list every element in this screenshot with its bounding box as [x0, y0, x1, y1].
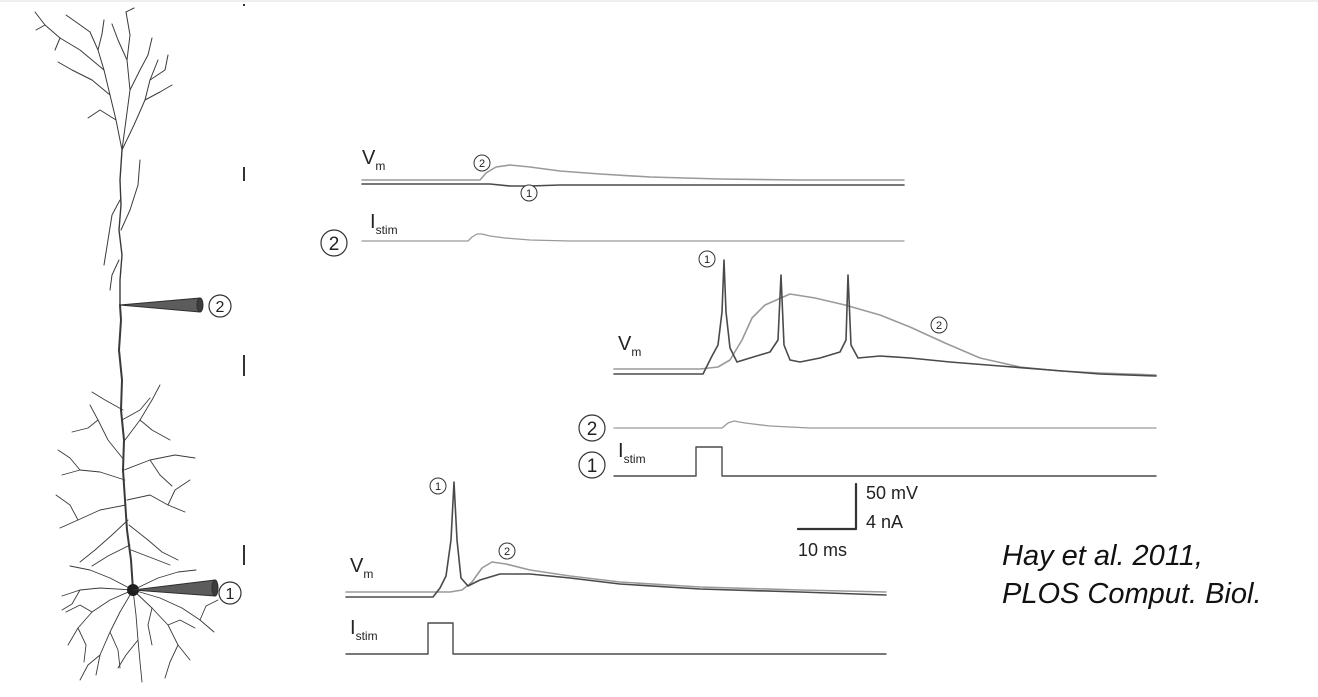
top-stim-marker-ring — [320, 229, 348, 257]
electrode-2-marker: 2 — [216, 299, 225, 316]
citation: Hay et al. 2011, PLOS Comput. Biol. — [1002, 537, 1262, 613]
middle-stim-marker-1-ring — [578, 451, 606, 479]
bottom-marker-2-ring — [498, 542, 516, 560]
top-istim-label: Istim — [370, 211, 398, 237]
top-stim-marker: 2 — [329, 234, 340, 255]
scale-current-label: 4 nA — [866, 512, 903, 532]
bottom-vm-trace-2 — [345, 561, 887, 593]
top-vm-trace-1 — [361, 183, 905, 187]
middle-stim-marker-1: 1 — [587, 456, 598, 477]
electrode-2 — [119, 297, 201, 313]
electrode-2-marker-ring — [208, 294, 232, 318]
citation-line-1: Hay et al. 2011, — [1002, 540, 1203, 572]
bottom-vm-trace-1 — [345, 481, 887, 598]
top-vm-label: Vm — [362, 147, 385, 173]
middle-vm-trace-1 — [613, 259, 1157, 377]
middle-marker-2: 2 — [936, 320, 942, 332]
scale-time-label: 10 ms — [798, 540, 847, 560]
middle-marker-1: 1 — [704, 254, 710, 266]
electrode-1-marker-ring — [218, 581, 242, 605]
electrode-1-tip — [211, 579, 219, 597]
middle-stim-marker-2: 2 — [587, 419, 598, 440]
oblique-dendrites — [55, 384, 196, 567]
middle-panel — [613, 259, 1157, 531]
middle-marker-1-ring — [698, 250, 716, 268]
top-istim-trace — [361, 233, 905, 242]
middle-istim-trace-2 — [613, 420, 1157, 429]
pyramidal-neuron-morphology — [34, 7, 219, 683]
middle-vm-label: Vm — [618, 333, 641, 359]
electrode-2-tip — [196, 297, 204, 313]
middle-stim-marker-2-ring — [578, 414, 606, 442]
top-marker-2: 2 — [479, 158, 485, 170]
top-vm-trace-2 — [361, 164, 905, 181]
middle-istim-trace-1 — [613, 446, 1157, 477]
scale-bar — [796, 482, 858, 531]
middle-marker-2-ring — [930, 316, 948, 334]
electrode-1-marker: 1 — [226, 586, 235, 603]
basal-dendrites — [61, 565, 219, 683]
top-marker-1-ring — [520, 184, 538, 202]
middle-vm-trace-2 — [613, 293, 1157, 376]
apical-trunk — [118, 304, 134, 591]
top-marker-2-ring — [473, 154, 491, 172]
middle-istim-label: Istim — [618, 440, 646, 466]
bottom-marker-1: 1 — [435, 481, 441, 493]
top-marker-1: 1 — [526, 188, 532, 200]
apical-tuft — [34, 7, 173, 291]
bottom-marker-1-ring — [429, 477, 447, 495]
bottom-panel — [345, 481, 887, 655]
citation-line-2: PLOS Comput. Biol. — [1002, 578, 1262, 610]
bottom-istim-label: Istim — [350, 617, 378, 643]
bottom-vm-label: Vm — [350, 555, 373, 581]
top-panel — [361, 164, 905, 242]
apical-trunk-upper — [118, 149, 123, 306]
bottom-istim-trace — [345, 622, 887, 655]
scale-voltage-label: 50 mV — [866, 483, 918, 503]
bottom-marker-2: 2 — [504, 546, 510, 558]
